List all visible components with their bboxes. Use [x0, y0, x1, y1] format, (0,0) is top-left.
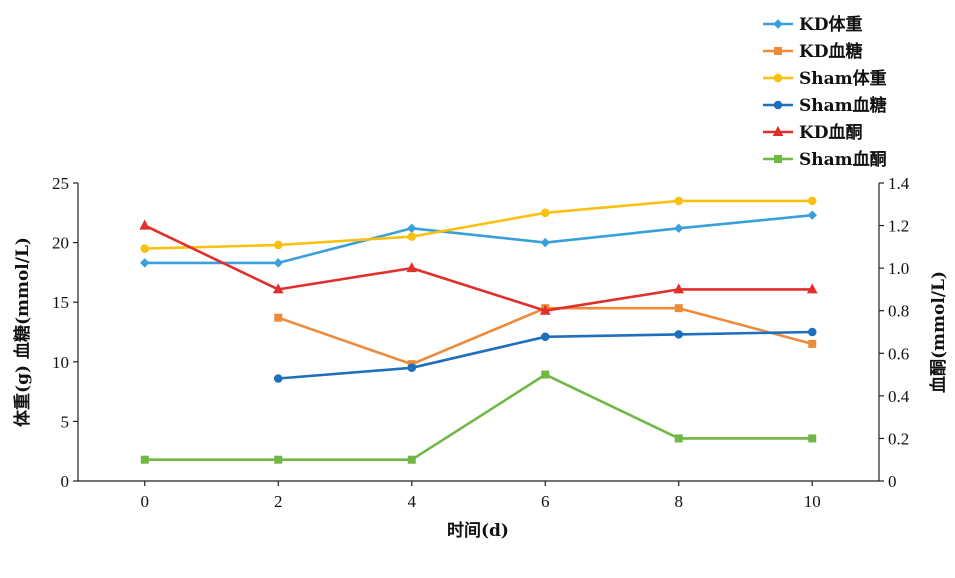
x-tick-label: 8: [675, 492, 684, 511]
left-y-tick-label: 15: [52, 293, 69, 312]
data-point: [540, 237, 550, 248]
right-y-tick-label: 0.6: [888, 344, 909, 363]
legend-swatch-marker: [772, 125, 784, 136]
data-point: [407, 223, 417, 234]
data-point: [273, 240, 283, 250]
legend-label: Sham血酮: [799, 149, 887, 170]
x-axis-label: 时间(d): [447, 520, 509, 541]
legend-swatch-marker: [774, 47, 782, 55]
series-4: [139, 219, 818, 315]
legend-label: Sham体重: [799, 68, 887, 89]
right-y-axis-label: 血酮(mmol/L): [928, 271, 949, 393]
right-y-tick-label: 0.4: [888, 387, 910, 406]
data-point: [406, 262, 418, 273]
data-point: [808, 434, 817, 443]
data-point: [140, 258, 150, 268]
x-tick-label: 10: [804, 492, 821, 511]
series-line: [144, 199, 813, 250]
x-tick-label: 4: [408, 492, 417, 511]
legend: KD体重 KD血糖 Sham体重 Sham血糖 KD血酮 Sham血酮: [763, 14, 887, 170]
data-point: [807, 327, 817, 337]
legend-swatch-marker: [773, 73, 783, 83]
x-tick-label: 0: [141, 492, 150, 511]
series-5: [140, 370, 817, 464]
data-point: [674, 223, 684, 234]
legend-item: Sham血糖: [763, 95, 887, 116]
data-point: [274, 455, 283, 464]
data-point: [807, 210, 817, 220]
data-point: [674, 434, 683, 443]
legend-label: KD体重: [799, 14, 863, 35]
series-3: [273, 327, 817, 383]
x-tick-label: 2: [274, 492, 283, 511]
data-point: [674, 330, 684, 339]
series-2: [140, 196, 817, 253]
left-y-axis-label: 体重(g) 血糖(mmol/L): [12, 237, 33, 427]
data-point: [140, 244, 150, 253]
right-y-tick-label: 1.0: [888, 259, 909, 278]
data-point: [139, 219, 151, 230]
data-point: [539, 304, 551, 315]
right-y-tick-label: 0: [888, 472, 897, 491]
legend-item: KD血糖: [763, 41, 863, 62]
data-point: [674, 196, 684, 206]
data-point: [407, 232, 417, 241]
data-point: [808, 339, 817, 348]
data-point: [806, 283, 818, 294]
right-y-tick-label: 0.2: [888, 429, 909, 448]
legend-item: Sham体重: [763, 68, 887, 89]
legend-swatch-marker: [773, 100, 783, 110]
data-point: [673, 283, 685, 294]
ticks: 0 2 4 6 8 10 0 5 10 15 20 25 0 0.2 0.4 0.6 0.8 1.0 1.2 1.4: [52, 174, 910, 511]
data-point: [407, 455, 416, 464]
right-y-tick-label: 0.8: [888, 302, 909, 321]
data-point: [541, 370, 550, 379]
left-y-tick-label: 10: [52, 353, 69, 372]
legend-swatch-marker: [774, 155, 782, 163]
series-line: [144, 213, 813, 265]
legend-item: Sham血酮: [763, 149, 887, 170]
legend-label: KD血酮: [799, 122, 863, 143]
data-point: [540, 332, 550, 342]
left-y-tick-label: 20: [52, 234, 69, 253]
series-line: [144, 224, 813, 313]
data-point: [807, 196, 817, 206]
data-point: [407, 363, 417, 373]
legend-label: Sham血糖: [799, 95, 887, 116]
right-y-tick-label: 1.4: [888, 174, 910, 193]
series-layer: [139, 196, 818, 464]
data-point: [540, 208, 550, 218]
right-y-tick-label: 1.2: [888, 217, 909, 236]
series-line: [144, 373, 813, 462]
legend-label: KD血糖: [799, 41, 863, 62]
legend-swatch-marker: [773, 19, 783, 29]
data-point: [274, 313, 283, 322]
left-y-tick-label: 5: [61, 412, 70, 431]
series-0: [140, 210, 817, 268]
left-y-tick-label: 25: [52, 174, 69, 193]
data-point: [273, 374, 283, 383]
x-tick-label: 6: [541, 492, 550, 511]
data-point: [272, 283, 284, 294]
data-point: [273, 258, 283, 268]
left-y-tick-label: 0: [61, 472, 70, 491]
data-point: [140, 455, 149, 464]
data-point: [674, 304, 683, 313]
legend-item: KD血酮: [763, 122, 863, 143]
axes: [77, 183, 880, 482]
legend-item: KD体重: [763, 14, 863, 35]
